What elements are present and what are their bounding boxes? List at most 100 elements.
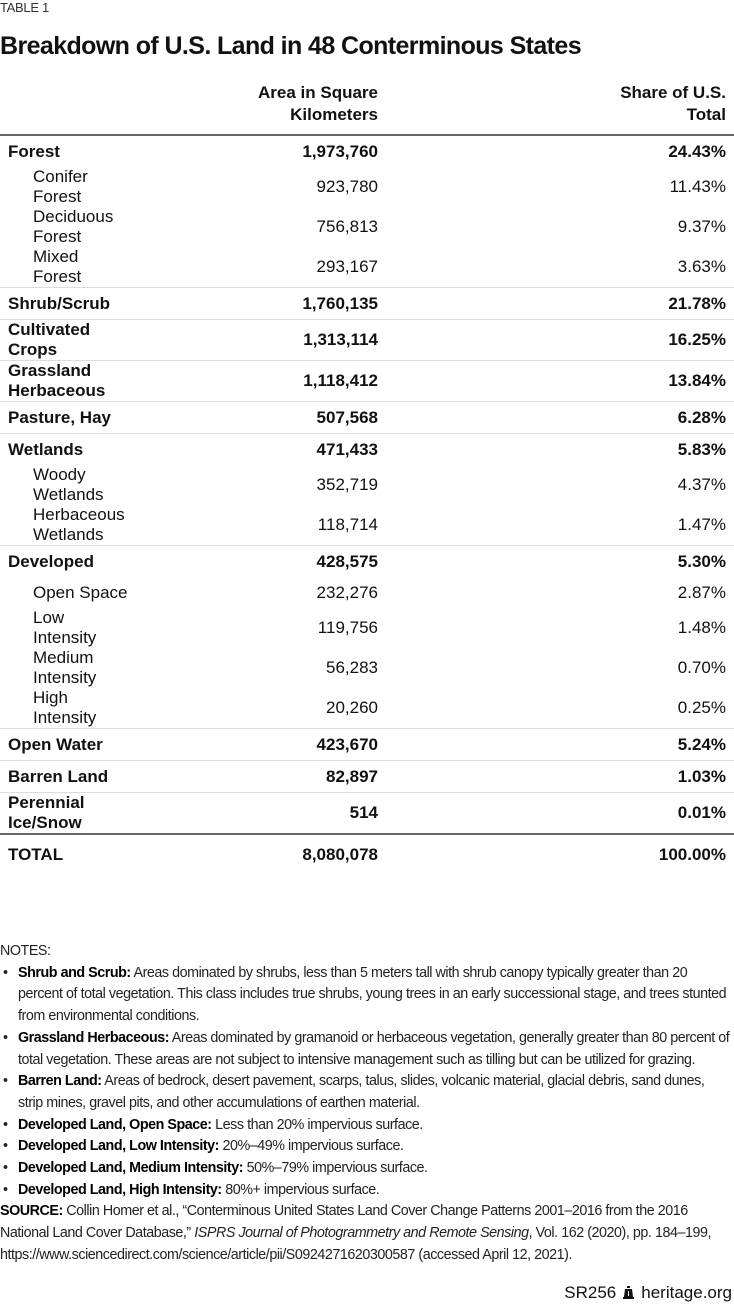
share-cell: 100.00% (556, 833, 734, 875)
notes-heading: NOTES: (0, 943, 51, 959)
note-item: Developed Land, Low Intensity: 20%–49% i… (0, 1136, 730, 1158)
table-row: Low Intensity 119,756 1.48% (0, 608, 734, 648)
share-cell: 13.84% (556, 360, 734, 402)
area-cell: 352,719 (316, 475, 378, 494)
table-row: Deciduous Forest 756,813 9.37% (0, 207, 734, 247)
category-cell: Woody Wetlands (33, 465, 104, 504)
footer: SR256 heritage.org (564, 1267, 732, 1303)
share-cell: 5.30% (556, 545, 734, 577)
note-item: Developed Land, Open Space: Less than 20… (0, 1115, 730, 1137)
table-row: Medium Intensity 56,283 0.70% (0, 648, 734, 688)
table-row: High Intensity 20,260 0.25% (0, 688, 734, 729)
table-row: Open Space 232,276 2.87% (0, 577, 734, 608)
category-cell: Medium Intensity (33, 648, 97, 687)
category-cell: Developed (0, 545, 128, 577)
category-cell: High Intensity (33, 688, 97, 727)
table-row: Mixed Forest 293,167 3.63% (0, 247, 734, 288)
share-cell: 24.43% (668, 141, 726, 161)
area-cell: 507,568 (128, 401, 556, 434)
area-cell: 20,260 (326, 698, 378, 717)
notes: NOTES: Shrub and Scrub: Areas dominated … (0, 941, 730, 1267)
area-cell: 756,813 (316, 217, 378, 236)
area-cell: 423,670 (128, 728, 556, 761)
note-item: Barren Land: Areas of bedrock, desert pa… (0, 1071, 730, 1114)
site-link[interactable]: heritage.org (641, 1282, 732, 1302)
share-cell: 5.24% (556, 728, 734, 761)
table-row: Woody Wetlands 352,719 4.37% (0, 465, 734, 505)
table-label: TABLE 1 (0, 0, 49, 15)
table-title: Breakdown of U.S. Land in 48 Conterminou… (0, 32, 582, 60)
note-text: Areas of bedrock, desert pavement, scarp… (18, 1073, 705, 1111)
category-cell: Barren Land (0, 760, 128, 793)
note-term: Developed Land, Low Intensity: (18, 1138, 219, 1155)
share-cell: 16.25% (556, 319, 734, 361)
table-row: Grassland Herbaceous 1,118,412 13.84% (0, 360, 734, 402)
share-cell: 3.63% (677, 257, 726, 276)
note-text: 50%–79% impervious surface. (243, 1160, 428, 1177)
category-cell: Herbaceous Wetlands (33, 505, 125, 544)
table-row: Barren Land 82,897 1.03% (0, 760, 734, 793)
category-cell: Deciduous Forest (33, 207, 114, 246)
report-id: SR256 (564, 1282, 617, 1302)
share-cell: 21.78% (556, 287, 734, 320)
note-text: 80%+ impervious surface. (221, 1181, 380, 1198)
note-item: Grassland Herbaceous: Areas dominated by… (0, 1028, 730, 1071)
header-category (0, 82, 128, 136)
share-cell: 5.83% (556, 433, 734, 465)
liberty-bell-icon (623, 1285, 635, 1299)
share-cell: 1.03% (556, 760, 734, 793)
area-cell: 428,575 (128, 545, 556, 577)
note-text: Less than 20% impervious surface. (211, 1116, 423, 1133)
note-term: Developed Land, Medium Intensity: (18, 1160, 244, 1177)
total-row: TOTAL 8,080,078 100.00% (0, 833, 734, 875)
table-row: Conifer Forest 923,780 11.43% (0, 167, 734, 207)
area-cell: 1,973,760 (302, 141, 378, 161)
table-row: Forest 1,973,760 24.43% (0, 135, 734, 167)
share-cell: 0.25% (677, 698, 726, 717)
area-cell: 514 (128, 792, 556, 834)
header-row: Area in Square Kilometers Share of U.S. … (0, 82, 734, 136)
note-term: Grassland Herbaceous: (18, 1029, 170, 1046)
area-cell: 232,276 (316, 582, 378, 602)
note-item: Developed Land, High Intensity: 80%+ imp… (0, 1180, 730, 1202)
table-row: Pasture, Hay 507,568 6.28% (0, 401, 734, 434)
note-text: Areas dominated by gramanoid or herbaceo… (18, 1029, 730, 1068)
note-term: Developed Land, High Intensity: (18, 1181, 222, 1198)
note-text: Areas dominated by shrubs, less than 5 m… (18, 964, 727, 1025)
area-cell: 923,780 (316, 177, 378, 196)
share-cell: 1.47% (677, 515, 726, 534)
area-cell: 118,714 (317, 515, 378, 534)
share-cell: 0.70% (677, 658, 726, 677)
area-cell: 293,167 (316, 257, 378, 276)
table-row: Developed 428,575 5.30% (0, 545, 734, 577)
land-table: Area in Square Kilometers Share of U.S. … (0, 82, 734, 875)
table-row: Open Water 423,670 5.24% (0, 728, 734, 761)
category-cell: TOTAL (0, 833, 128, 875)
area-cell: 471,433 (128, 433, 556, 465)
category-cell: Forest (8, 141, 60, 161)
area-cell: 1,313,114 (128, 319, 556, 361)
table-row: Shrub/Scrub 1,760,135 21.78% (0, 287, 734, 320)
share-cell: 4.37% (677, 475, 726, 494)
share-cell: 11.43% (669, 177, 726, 196)
note-term: Shrub and Scrub: (18, 964, 131, 981)
area-cell: 56,283 (326, 658, 378, 677)
category-cell: Shrub/Scrub (0, 287, 128, 320)
category-cell: Grassland Herbaceous (0, 360, 128, 402)
share-cell: 1.48% (677, 618, 726, 637)
note-item: Developed Land, Medium Intensity: 50%–79… (0, 1158, 730, 1180)
area-cell: 1,118,412 (128, 360, 556, 402)
category-cell: Low Intensity (33, 608, 97, 647)
table-row: Wetlands 471,433 5.83% (0, 433, 734, 465)
category-cell: Open Space (33, 582, 128, 602)
note-term: Barren Land: (18, 1073, 102, 1090)
table-row: Perennial Ice/Snow 514 0.01% (0, 792, 734, 834)
category-cell: Pasture, Hay (0, 401, 128, 434)
share-cell: 6.28% (556, 401, 734, 434)
area-cell: 82,897 (128, 760, 556, 793)
category-cell: Cultivated Crops (0, 319, 128, 361)
category-cell: Mixed Forest (33, 247, 82, 286)
note-term: Developed Land, Open Space: (18, 1116, 212, 1133)
share-cell: 9.37% (677, 217, 726, 236)
